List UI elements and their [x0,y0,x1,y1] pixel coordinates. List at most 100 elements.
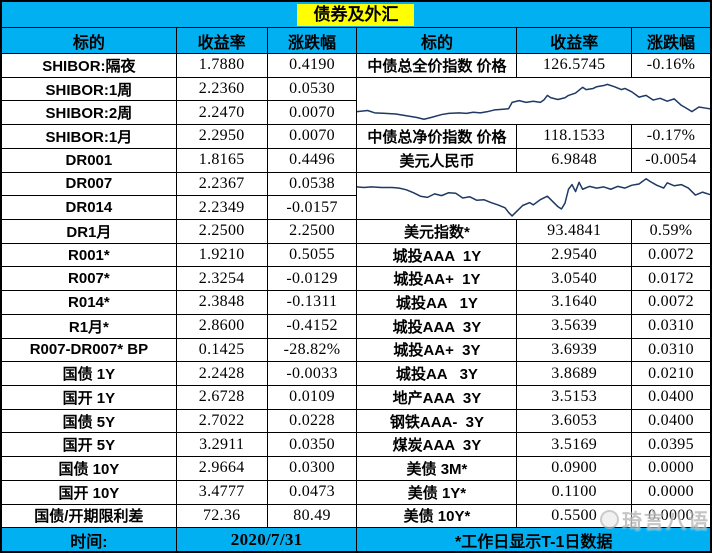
left-row-3-label: SHIBOR:1月 [2,125,176,148]
right-row-18-label: 美债 1Y* [357,480,517,504]
left-row-10-yield: 2.3848 [176,291,267,314]
sparkline-usdcny [357,172,710,219]
left-row-5-label: DR007 [2,172,176,196]
right-row-14-label: 地产AAA 3Y [357,385,517,409]
left-row-6-change: -0.0157 [267,196,357,219]
right-row-10-label: 城投AA 1Y [357,291,517,314]
right-row-19-label: 美债 10Y* [357,504,517,528]
right-row-8-change: 0.0072 [631,243,710,267]
left-row-8-label: R001* [2,243,176,267]
left-row-4-yield: 1.8165 [176,148,267,172]
left-row-13-label: 国债 1Y [2,362,176,385]
right-row-17-change: 0.0000 [631,457,710,480]
right-row-13-change: 0.0210 [631,362,710,385]
right-row-10-yield: 3.1640 [517,291,631,314]
right-row-3-change: -0.17% [631,125,710,148]
left-row-16-change: 0.0350 [267,433,357,457]
left-row-15-label: 国债 5Y [2,409,176,433]
sparkline-usdcny-svg [357,173,710,219]
header-target-left: 标的 [2,28,176,53]
right-row-18-change: 0.0000 [631,480,710,504]
footer-time-label: 时间: [2,528,176,551]
left-row-5-change: 0.0538 [267,172,357,196]
right-row-14-change: 0.0400 [631,385,710,409]
left-row-2-change: 0.0070 [267,101,357,125]
left-row-1-change: 0.0530 [267,77,357,101]
right-row-4-label: 美元人民币 [357,148,517,172]
right-row-7-label: 美元指数* [357,219,517,243]
left-row-7-change: 2.2500 [267,219,357,243]
left-row-10-change: -0.1311 [267,291,357,314]
left-row-0-yield: 1.7880 [176,54,267,77]
right-row-4-yield: 6.9848 [517,148,631,172]
left-row-2-yield: 2.2470 [176,101,267,125]
right-row-11-yield: 3.5639 [517,314,631,338]
left-row-13-change: -0.0033 [267,362,357,385]
right-row-3-label: 中债总净价指数 价格 [357,125,517,148]
left-row-11-label: R1月* [2,314,176,338]
right-row-18-yield: 0.1100 [517,480,631,504]
left-row-13-yield: 2.2428 [176,362,267,385]
right-row-4-change: -0.0054 [631,148,710,172]
left-row-8-yield: 1.9210 [176,243,267,267]
footer-date: 2020/7/31 [176,528,357,551]
right-row-8-label: 城投AAA 1Y [357,243,517,267]
right-row-0-label: 中债总全价指数 价格 [357,54,517,77]
header-yield-left: 收益率 [176,28,267,53]
right-row-19-change: 0.0000 [631,504,710,528]
right-row-3-yield: 118.1533 [517,125,631,148]
header-change-left: 涨跌幅 [267,28,357,53]
left-row-19-label: 国债/开期限利差 [2,504,176,528]
left-row-12-change: -28.82% [267,338,357,362]
right-row-11-label: 城投AAA 3Y [357,314,517,338]
right-row-12-change: 0.0310 [631,338,710,362]
left-row-0-change: 0.4190 [267,54,357,77]
right-row-0-change: -0.16% [631,54,710,77]
right-row-15-yield: 3.6053 [517,409,631,433]
right-row-17-yield: 0.0900 [517,457,631,480]
left-row-16-label: 国开 5Y [2,433,176,457]
left-row-4-label: DR001 [2,148,176,172]
header-target-right: 标的 [357,28,517,53]
right-row-15-label: 钢铁AAA- 3Y [357,409,517,433]
right-row-15-change: 0.0400 [631,409,710,433]
left-row-14-yield: 2.6728 [176,385,267,409]
right-row-7-yield: 93.4841 [517,219,631,243]
left-row-10-label: R014* [2,291,176,314]
right-row-11-change: 0.0310 [631,314,710,338]
left-row-1-yield: 2.2360 [176,77,267,101]
left-row-18-label: 国开 10Y [2,480,176,504]
left-row-2-label: SHIBOR:2周 [2,101,176,125]
left-row-3-change: 0.0070 [267,125,357,148]
left-row-15-yield: 2.7022 [176,409,267,433]
left-row-14-label: 国开 1Y [2,385,176,409]
left-row-18-change: 0.0473 [267,480,357,504]
left-row-6-yield: 2.2349 [176,196,267,219]
left-row-6-label: DR014 [2,196,176,219]
left-row-16-yield: 3.2911 [176,433,267,457]
right-row-19-yield: 0.5500 [517,504,631,528]
left-row-4-change: 0.4496 [267,148,357,172]
left-row-19-yield: 72.36 [176,504,267,528]
right-row-17-label: 美债 3M* [357,457,517,480]
right-row-10-change: 0.0072 [631,291,710,314]
header-change-right: 涨跌幅 [631,28,710,53]
right-row-16-label: 煤炭AAA 3Y [357,433,517,457]
right-row-16-yield: 3.5169 [517,433,631,457]
left-row-8-change: 0.5055 [267,243,357,267]
right-row-14-yield: 3.5153 [517,385,631,409]
right-row-9-yield: 3.0540 [517,267,631,291]
right-row-16-change: 0.0395 [631,433,710,457]
left-row-5-yield: 2.2367 [176,172,267,196]
left-row-17-yield: 2.9664 [176,457,267,480]
left-row-17-label: 国债 10Y [2,457,176,480]
right-row-0-yield: 126.5745 [517,54,631,77]
left-row-7-label: DR1月 [2,219,176,243]
left-row-0-label: SHIBOR:隔夜 [2,54,176,77]
left-row-12-yield: 0.1425 [176,338,267,362]
left-row-18-yield: 3.4777 [176,480,267,504]
table-title-bar: 债券及外汇 [2,2,710,27]
footer-note: *工作日显示T-1日数据 [357,528,710,551]
left-row-9-yield: 2.3254 [176,267,267,291]
